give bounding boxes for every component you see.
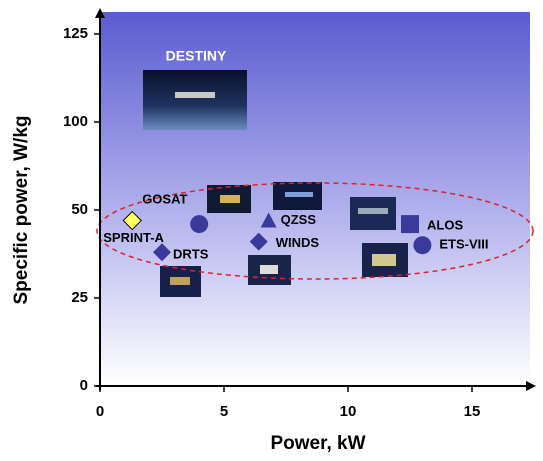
- y-axis-title: Specific power, W/kg: [11, 116, 32, 305]
- annotation: DESTINY: [166, 48, 227, 64]
- point-label: ETS-VIII: [439, 237, 488, 252]
- y-tick-label: 25: [71, 289, 88, 306]
- x-tick-label: 15: [464, 403, 481, 420]
- x-tick-label: 10: [340, 403, 357, 420]
- point-label: DRTS: [173, 247, 209, 262]
- destiny-image: [143, 70, 247, 130]
- y-tick-label: 125: [63, 25, 88, 42]
- point-label: GOSAT: [142, 192, 187, 207]
- marker: [190, 215, 208, 233]
- satellite-shape: [260, 265, 278, 274]
- y-tick-label: 100: [63, 113, 88, 130]
- point-label: QZSS: [281, 212, 317, 227]
- point-label: SPRINT-A: [103, 230, 164, 245]
- x-tick-label: 0: [96, 403, 104, 420]
- chart: DESTINY Power, kW Specific power, W/kg 0…: [0, 0, 543, 456]
- marker: [413, 236, 431, 254]
- satellite-shape: [170, 277, 190, 285]
- satellite-shape: [220, 195, 240, 203]
- point-label: ALOS: [427, 218, 463, 233]
- x-axis-arrow: [526, 381, 536, 391]
- satellite-shape: [175, 92, 215, 98]
- satellite-shape: [285, 192, 313, 197]
- marker: [401, 215, 419, 233]
- satellite-shape: [372, 254, 396, 266]
- y-tick-label: 50: [71, 201, 88, 218]
- y-tick-label: 0: [80, 377, 88, 394]
- satellite-shape: [358, 208, 388, 214]
- x-tick-label: 5: [220, 403, 228, 420]
- x-axis-title: Power, kW: [270, 433, 365, 454]
- point-label: WINDS: [276, 235, 320, 250]
